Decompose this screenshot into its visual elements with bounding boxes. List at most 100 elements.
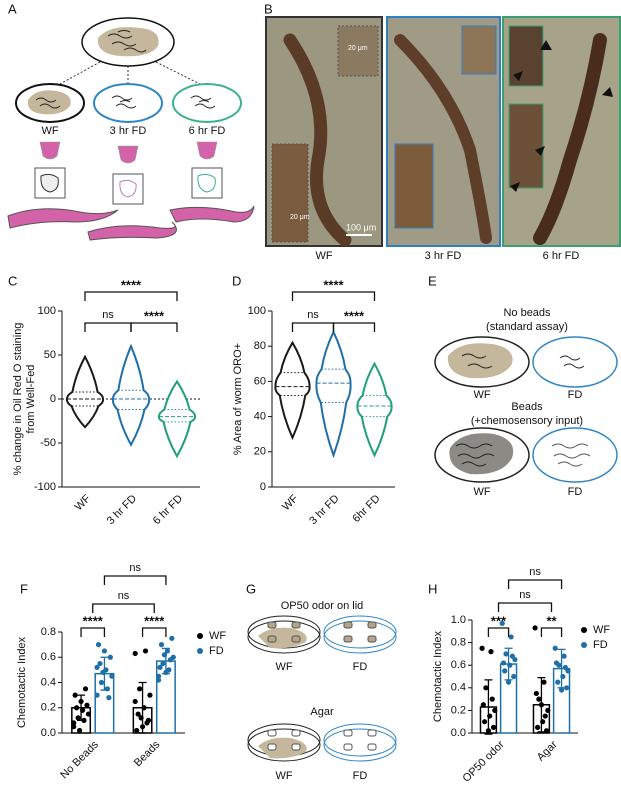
x-tick-label: 3 hr FD (105, 493, 139, 527)
data-point (508, 634, 514, 640)
error-bar (484, 679, 493, 735)
y-tick-label: 0.4 (451, 682, 466, 694)
x-tick-label: WF (73, 492, 94, 513)
legend-marker (581, 642, 587, 648)
significance-bracket (141, 627, 167, 637)
data-point (488, 649, 494, 655)
y-tick-label: 0.0 (451, 727, 466, 739)
legend-marker (197, 633, 203, 639)
data-point (169, 635, 175, 641)
scale-label: 20 μm (290, 214, 310, 221)
y-tick-label: 20 (254, 446, 266, 458)
y-axis-label: % Area of worm ORO+ (232, 343, 244, 455)
group-label: 6 hr FD (189, 125, 226, 137)
data-point (535, 724, 541, 730)
group-label: WF (473, 389, 490, 401)
data-point (561, 653, 567, 659)
x-tick-label: 6 hr FD (151, 493, 185, 527)
significance-bracket (80, 627, 106, 637)
violin (111, 343, 151, 447)
panel-e-title: No beads (503, 307, 551, 319)
y-tick-label: 0.8 (451, 637, 466, 649)
significance-bracket (291, 291, 376, 301)
y-tick-label: -50 (40, 437, 56, 449)
data-point (490, 724, 497, 730)
significance-bracket (507, 579, 563, 589)
legend-marker (197, 648, 203, 654)
x-tick-label: Agar (535, 738, 560, 763)
y-axis-label: % change in Oil Red O staining (12, 323, 24, 476)
significance-label: **** (344, 308, 365, 323)
data-point (107, 654, 113, 660)
data-point (499, 620, 505, 626)
data-point (97, 660, 103, 667)
error-bar (100, 656, 109, 691)
y-tick-label: 60 (254, 375, 266, 387)
significance-label: **** (144, 308, 165, 323)
data-point (71, 724, 77, 730)
significance-bracket (487, 627, 510, 637)
y-tick-label: -100 (34, 481, 56, 493)
panel-letter: E (428, 273, 437, 288)
violin (157, 379, 197, 459)
y-tick-label: 0.4 (41, 676, 56, 688)
significance-bracket (103, 575, 167, 585)
panel-letter: F (20, 581, 28, 596)
error-bar (138, 681, 147, 734)
group-label: FD (568, 486, 583, 498)
data-point (98, 679, 105, 686)
group-label: WF (275, 661, 292, 673)
significance-label: ns (118, 590, 130, 602)
y-tick-label: 50 (44, 349, 56, 361)
legend-label: WF (593, 624, 610, 636)
error-bar (504, 647, 513, 681)
group-label: WF (275, 770, 292, 782)
panel-g-title: Agar (310, 706, 334, 718)
y-tick-label: 0.2 (451, 704, 466, 716)
panel-letter: C (8, 273, 17, 288)
data-point (482, 719, 488, 725)
y-tick-label: 0.2 (41, 702, 56, 714)
group-label: 3 hr FD (110, 125, 147, 137)
data-point (157, 664, 163, 670)
panel-b-images (265, 16, 621, 247)
data-point (503, 651, 509, 657)
data-point (94, 692, 100, 698)
x-tick-label: OP50 odor (461, 738, 507, 784)
panel-a-illustration (7, 17, 255, 241)
data-point (558, 687, 565, 693)
group-label: 3 hr FD (425, 250, 462, 262)
data-point (502, 668, 508, 674)
violin (315, 329, 352, 459)
y-tick-label: 100 (248, 305, 266, 317)
y-tick-label: 0.0 (41, 727, 56, 739)
data-point (500, 660, 507, 666)
data-point (552, 645, 558, 651)
significance-bracket (332, 322, 376, 332)
data-point (71, 720, 77, 726)
scale-label: 20 μm (348, 45, 368, 52)
data-point (480, 702, 486, 708)
data-point (533, 690, 539, 697)
group-label: WF (473, 486, 490, 498)
data-point (84, 702, 90, 708)
panel-e-title: Beads (511, 401, 543, 413)
significance-label: ns (129, 562, 141, 574)
y-tick-label: 0.6 (41, 651, 56, 663)
data-point (132, 698, 138, 705)
error-bar (161, 647, 170, 675)
data-point (75, 715, 81, 721)
significance-bracket (540, 627, 563, 637)
significance-label: *** (491, 613, 507, 628)
significance-bracket (291, 322, 335, 332)
significance-label: ** (546, 613, 557, 628)
data-point (541, 679, 547, 685)
group-label: FD (568, 389, 583, 401)
data-point (167, 657, 173, 663)
data-point (542, 713, 548, 719)
x-tick-label: 6hr FD (350, 493, 382, 525)
data-point (134, 727, 140, 734)
significance-label: ns (529, 566, 541, 578)
data-point (483, 685, 489, 691)
data-point (85, 711, 92, 717)
